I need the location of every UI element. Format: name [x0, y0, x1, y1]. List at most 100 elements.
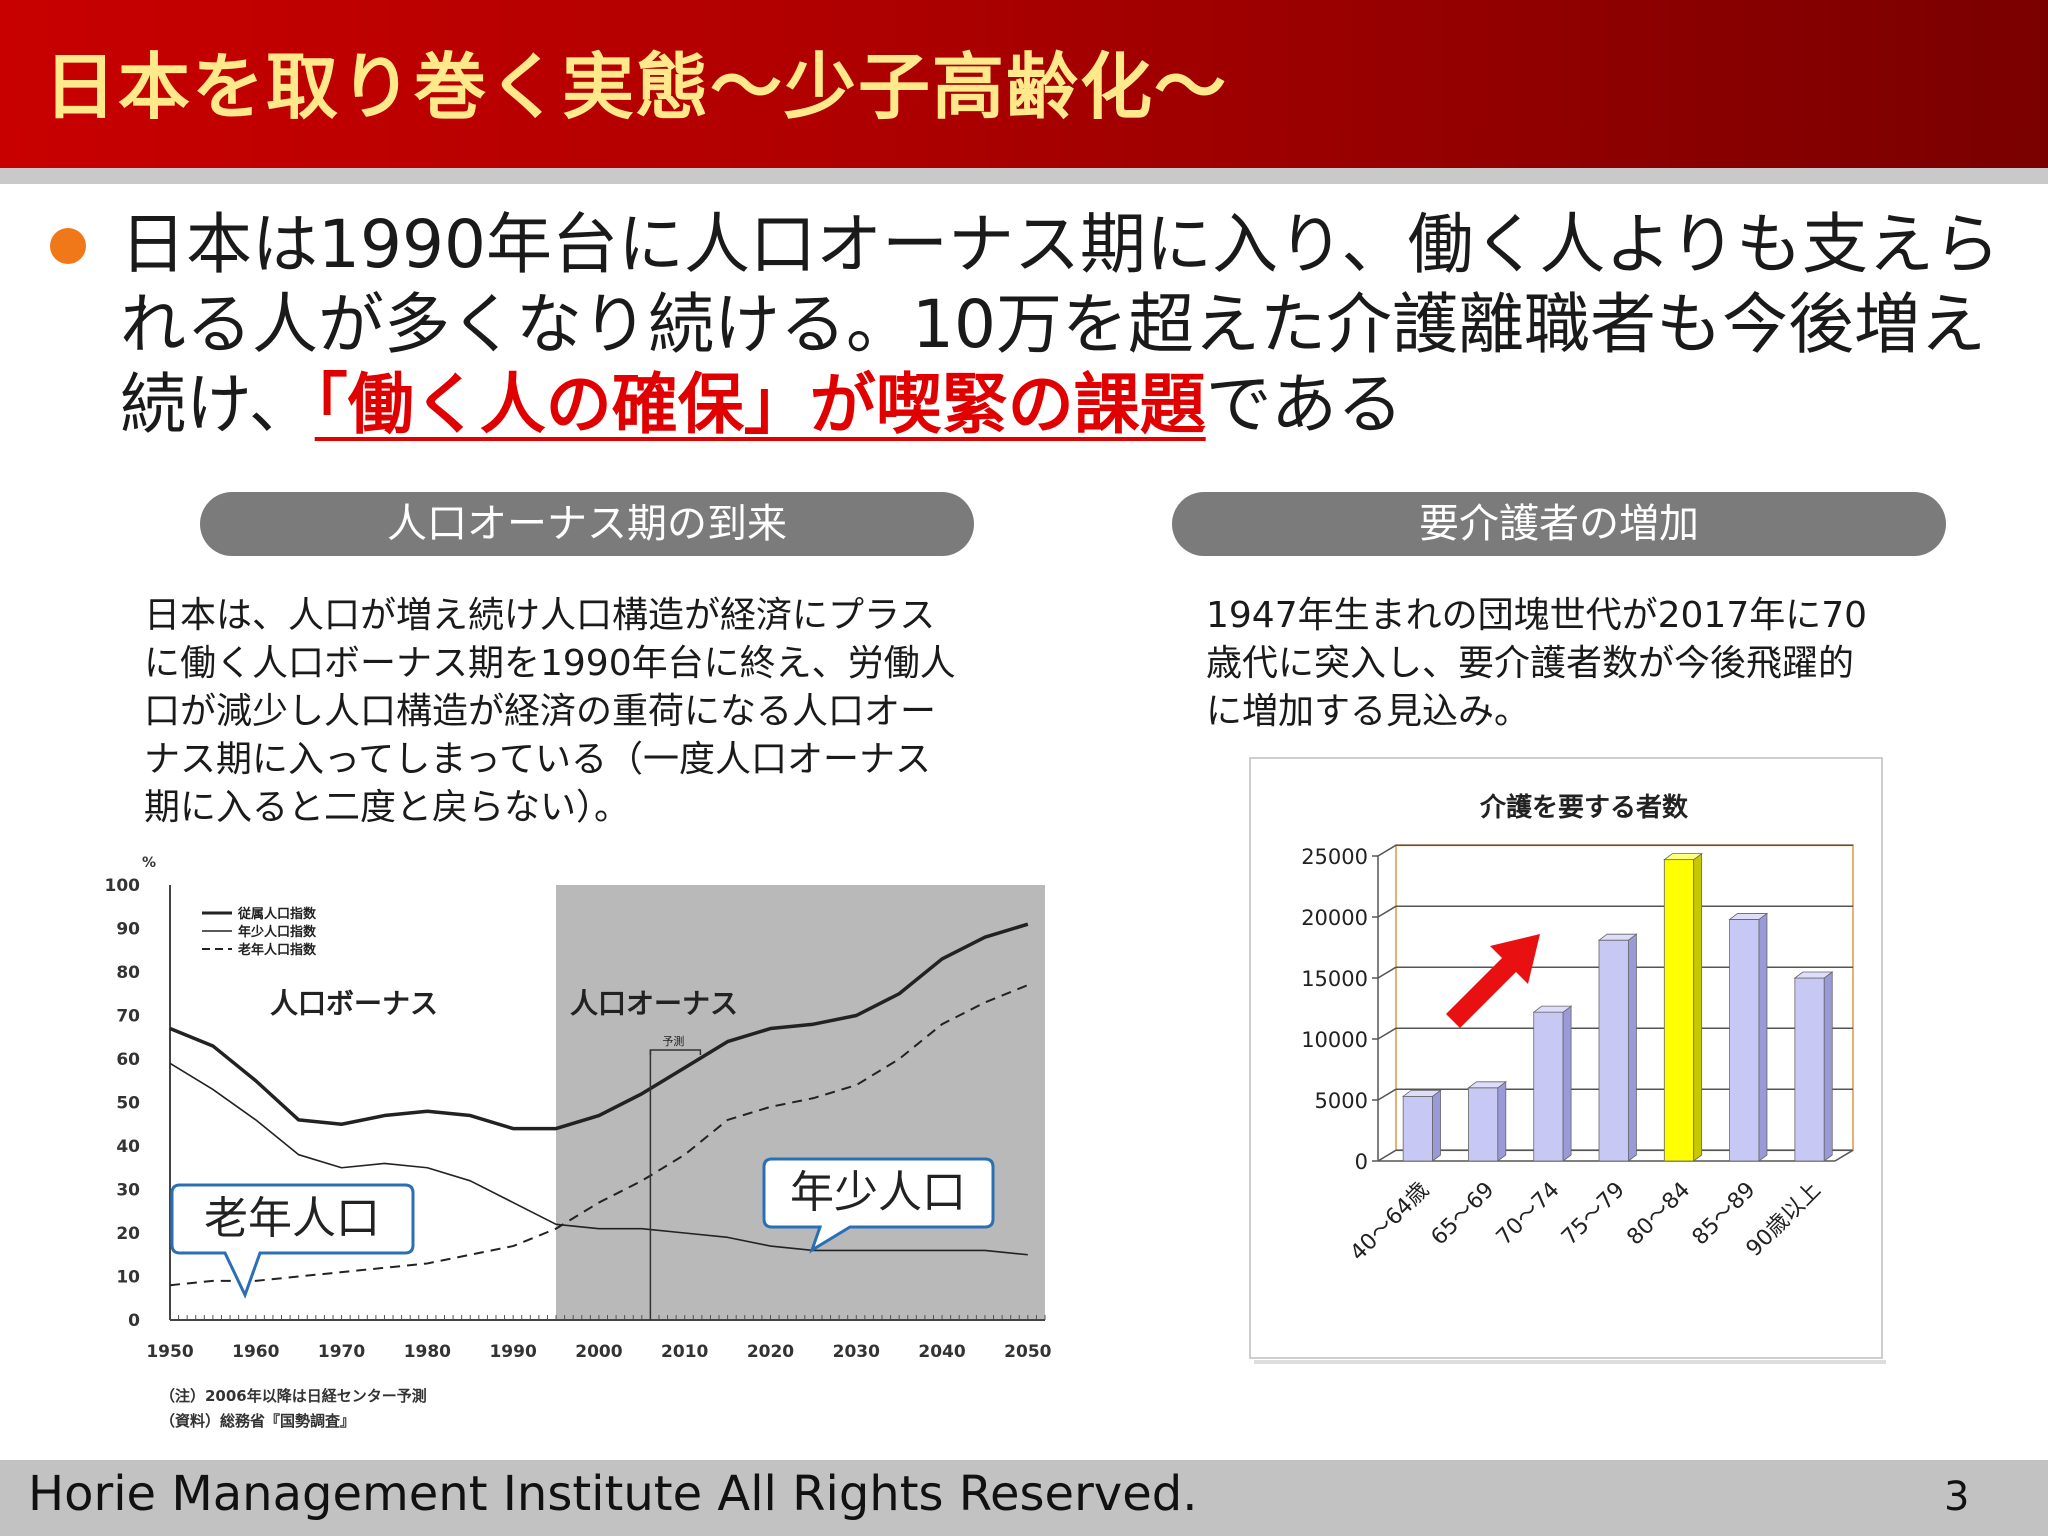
right-paragraph: 1947年生まれの団塊世代が2017年に70 歳代に突入し、要介護者数が今後飛躍…	[1206, 592, 1986, 736]
footer-bar	[0, 1460, 2048, 1536]
y-tick-label: 80	[116, 963, 140, 983]
lead-text: 日本は1990年台に人口オーナス期に入り、働く人よりも支えられる人が多くなり続け…	[120, 205, 2020, 445]
left-line: 口が減少し人口構造が経済の重荷になる人口オー	[144, 691, 937, 732]
bar-front	[1598, 939, 1629, 1162]
series-line-elderly	[169, 984, 1029, 1287]
x-tick-label: 2020	[747, 1342, 794, 1362]
region-label-bonus: 人口ボーナス	[270, 987, 438, 1020]
gridline-depth	[1377, 1088, 1397, 1101]
bar-front	[1402, 1095, 1433, 1162]
chart-note: （注）2006年以降は日経センター予測	[160, 1387, 427, 1405]
page-title: 日本を取り巻く実態～少子高齢化～	[44, 45, 1229, 129]
callout-elderly-label: 老年人口	[204, 1193, 380, 1244]
bar-top	[1532, 1005, 1573, 1013]
y-tick-label: 20	[116, 1224, 140, 1244]
bar-front	[1533, 1011, 1564, 1162]
legend-label: 従属人口指数	[237, 906, 317, 922]
left-paragraph: 日本は、人口が増え続け人口構造が経済にプラス に働く人口ボーナス期を1990年台…	[144, 592, 1044, 832]
bar-top	[1401, 1089, 1442, 1097]
left-section-pill: 人口オーナス期の到来	[200, 492, 974, 556]
legend-label: 老年人口指数	[237, 942, 317, 958]
callout-youth-label: 年少人口	[790, 1167, 966, 1218]
x-tick-label: 2010	[661, 1342, 708, 1362]
bullet-icon	[50, 228, 86, 264]
x-tick-label: 2050	[1004, 1342, 1051, 1362]
bar-side	[1693, 852, 1703, 1162]
bar	[1793, 971, 1834, 1162]
y-tick-label: 15000	[1301, 967, 1368, 991]
y-tick-label: 0	[1355, 1150, 1368, 1174]
lead-highlight: 「働く人の確保」が喫緊の課題	[314, 366, 1206, 443]
chart-title: 介護を要する者数	[1479, 792, 1689, 823]
gridline-depth	[1377, 1027, 1397, 1040]
bar-top	[1793, 971, 1834, 979]
callout-elderly	[170, 1183, 415, 1299]
right-line: 1947年生まれの団塊世代が2017年に70	[1206, 595, 1868, 636]
bar-side	[1758, 912, 1768, 1162]
increase-arrow-icon	[1446, 934, 1540, 1028]
y-tick-label: 5000	[1315, 1089, 1368, 1113]
x-tick-label: 1950	[146, 1342, 193, 1362]
right-line: に増加する見込み。	[1206, 691, 1531, 732]
gridline-depth	[1377, 844, 1397, 857]
bar-top	[1467, 1081, 1508, 1089]
bar	[1597, 933, 1638, 1162]
legend-label: 年少人口指数	[238, 924, 317, 940]
series-line-dependency	[169, 922, 1029, 1131]
bar-side	[1497, 1080, 1507, 1162]
left-line: に働く人口ボーナス期を1990年台に終え、労働人	[144, 643, 956, 684]
page-number: 3	[1944, 1474, 1970, 1520]
y-tick-label: 20000	[1301, 906, 1368, 930]
onus-period-background	[556, 885, 1045, 1320]
bar-front	[1794, 977, 1825, 1162]
x-tick-label: 1960	[232, 1342, 279, 1362]
y-tick-label: 60	[116, 1050, 140, 1070]
header-bar	[0, 0, 2048, 168]
x-tick-label: 1980	[404, 1342, 451, 1362]
series-line-youth	[169, 1062, 1028, 1256]
bar	[1532, 1005, 1573, 1162]
bar	[1728, 912, 1769, 1162]
y-axis-unit: %	[142, 855, 156, 871]
forecast-bracket	[649, 1049, 702, 1055]
y-tick-label: 50	[116, 1094, 140, 1114]
bar-side	[1432, 1089, 1441, 1162]
callout-youth	[762, 1157, 995, 1254]
bar	[1401, 1089, 1442, 1162]
left-line: 期に入ると二度と戻らない）。	[144, 787, 631, 828]
bar	[1467, 1080, 1508, 1162]
left-line: ナス期に入ってしまっている（一度人口オーナス	[144, 739, 931, 780]
bar-front	[1729, 919, 1760, 1162]
right-section-pill: 要介護者の増加	[1172, 492, 1946, 556]
y-tick-label: 70	[116, 1007, 140, 1027]
y-tick-label: 25000	[1301, 845, 1368, 869]
bar-top	[1728, 913, 1769, 920]
bar-top	[1663, 853, 1703, 861]
gridline-depth	[1377, 905, 1397, 918]
y-tick-label: 10	[116, 1268, 140, 1288]
y-tick-label: 40	[116, 1137, 140, 1157]
lead-part2: である	[1205, 366, 1404, 443]
gridline-depth	[1377, 1149, 1397, 1162]
x-axis-depth	[1834, 1149, 1854, 1162]
x-tick-label: 2000	[575, 1342, 622, 1362]
footer-copyright: Horie Management Institute All Rights Re…	[28, 1466, 1198, 1522]
x-tick-label: 2030	[833, 1342, 880, 1362]
bar-top	[1597, 933, 1638, 941]
bar-side	[1627, 933, 1637, 1162]
x-tick-label: 2040	[918, 1342, 965, 1362]
header-divider	[0, 168, 2048, 184]
y-tick-label: 100	[105, 876, 141, 896]
y-tick-label: 0	[128, 1311, 140, 1331]
chart-source: （資料）総務省『国勢調査』	[160, 1412, 356, 1430]
left-line: 日本は、人口が増え続け人口構造が経済にプラス	[144, 595, 936, 636]
right-line: 歳代に突入し、要介護者数が今後飛躍的	[1206, 643, 1855, 684]
x-tick-label: 1990	[489, 1342, 536, 1362]
bar-side	[1823, 971, 1833, 1162]
bar-side	[1562, 1005, 1572, 1162]
gridline-depth	[1377, 966, 1397, 979]
forecast-label: 予測	[662, 1034, 684, 1048]
y-tick-label: 10000	[1301, 1028, 1368, 1052]
